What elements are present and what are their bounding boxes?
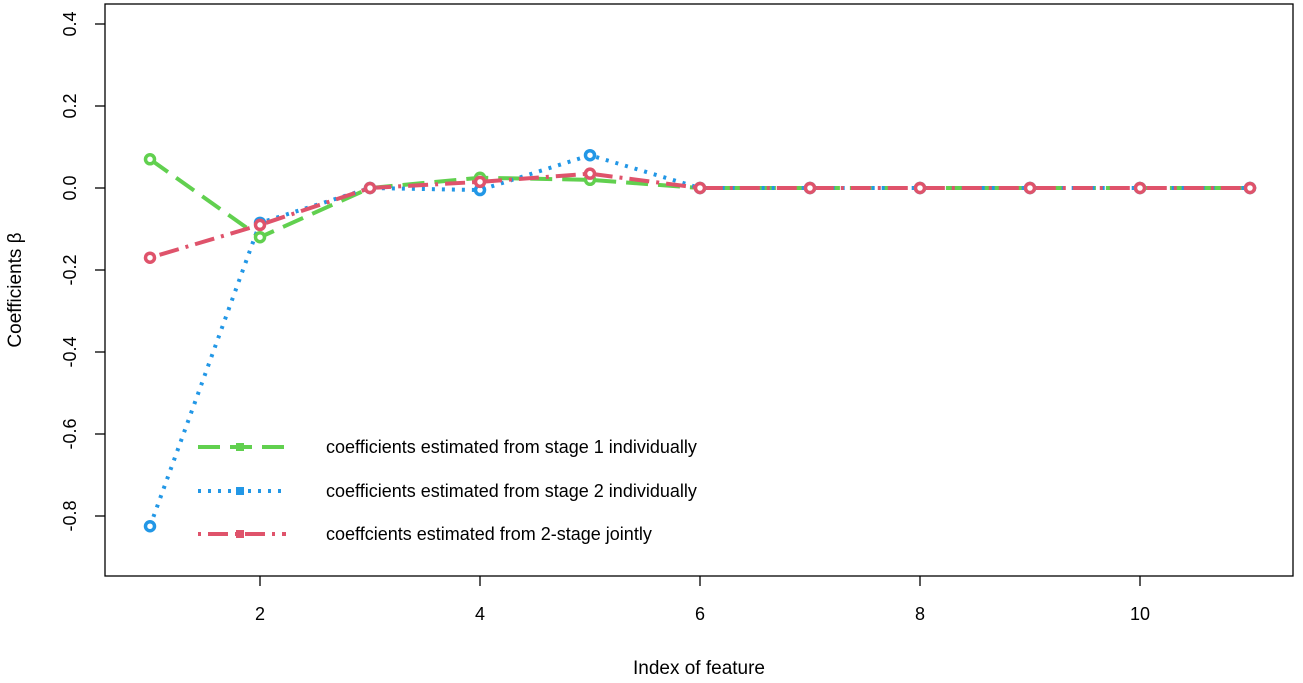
legend-marker-2 — [236, 487, 244, 495]
series-group — [143, 148, 1257, 533]
series-2-point — [583, 148, 597, 162]
x-axis-title: Index of feature — [633, 658, 765, 679]
legend-marker-3 — [236, 530, 244, 538]
x-tick-label: 8 — [915, 604, 925, 624]
legend-label-2: coefficients estimated from stage 2 indi… — [326, 481, 697, 501]
y-tick-label: -0.6 — [60, 418, 80, 449]
y-tick-label: 0.4 — [60, 11, 80, 36]
series-3-point — [253, 218, 267, 232]
x-tick-label: 4 — [475, 604, 485, 624]
series-3-point — [1023, 181, 1037, 195]
series-3-point — [363, 181, 377, 195]
series-3-point — [693, 181, 707, 195]
series-3-point — [473, 175, 487, 189]
x-axis: 2 4 6 8 10 — [255, 576, 1150, 624]
y-axis: -0.8 -0.6 -0.4 -0.2 0.0 0.2 0.4 — [60, 11, 105, 532]
series-3-point — [583, 167, 597, 180]
x-tick-label: 2 — [255, 604, 265, 624]
series-3-point — [1133, 181, 1147, 195]
series-1-point — [143, 153, 157, 166]
series-line-1 — [148, 157, 1250, 240]
series-3-point — [803, 181, 817, 195]
y-tick-label: -0.2 — [60, 254, 80, 285]
y-tick-label: -0.4 — [60, 336, 80, 367]
legend-marker-1 — [236, 443, 244, 451]
series-3-point — [1243, 181, 1257, 195]
y-axis-title: Coefficients β — [5, 232, 26, 347]
legend: coefficients estimated from stage 1 indi… — [198, 437, 697, 544]
series-1-point — [253, 230, 267, 244]
series-3-point — [913, 181, 927, 195]
y-tick-label: -0.8 — [60, 500, 80, 531]
y-tick-label: 0.0 — [60, 175, 80, 200]
y-tick-label: 0.2 — [60, 93, 80, 118]
legend-label-1: coefficients estimated from stage 1 indi… — [326, 437, 697, 457]
series-3-point — [143, 251, 157, 264]
legend-label-3: coeffcients estimated from 2-stage joint… — [326, 524, 652, 544]
plot-frame — [104, 3, 1294, 577]
series-2-point — [143, 520, 157, 533]
x-tick-label: 6 — [695, 604, 705, 624]
x-tick-label: 10 — [1130, 604, 1150, 624]
